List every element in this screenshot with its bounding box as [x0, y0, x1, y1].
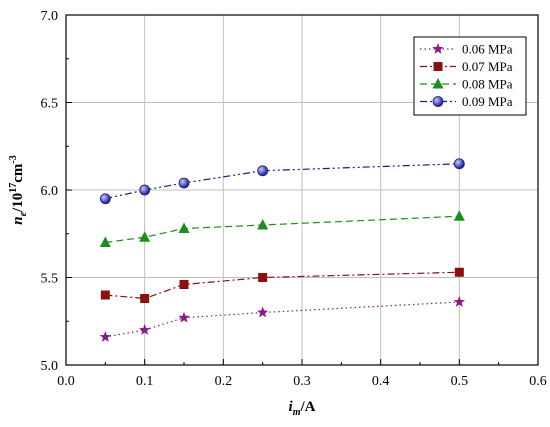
x-tick-label: 0.3	[293, 374, 311, 389]
legend-label: 0.06 MPa	[462, 42, 513, 57]
data-point-circle	[257, 165, 269, 177]
y-tick-label: 5.0	[41, 359, 59, 374]
series-2	[100, 267, 464, 303]
data-point-square	[140, 294, 150, 303]
data-point-square	[100, 290, 110, 300]
x-tick-label: 0.6	[529, 374, 547, 389]
data-point-square	[454, 267, 464, 277]
legend-marker-circle	[432, 96, 444, 107]
legend-item: 0.06 MPa	[420, 42, 513, 57]
legend-item: 0.07 MPa	[420, 59, 513, 74]
data-point-square	[179, 280, 189, 289]
y-axis-title-exponent: 17	[8, 183, 19, 193]
data-point-star	[453, 296, 466, 307]
data-point-circle	[178, 177, 190, 189]
y-axis-title: ne/1017cm-3	[8, 155, 29, 224]
y-axis-title-unit: cm	[10, 163, 26, 183]
data-point-triangle	[453, 210, 465, 221]
data-point-star	[178, 311, 190, 323]
series-4	[99, 158, 465, 205]
x-axis-title-base: i	[289, 399, 294, 415]
axis-ticks: 0.0 0.1 0.2 0.3 0.4 0.5 0.6 5.0 5.5 6.0 6.5 7.0	[41, 9, 547, 389]
data-point-triangle	[257, 219, 269, 230]
y-axis-title-base: n	[10, 216, 26, 224]
data-point-triangle	[178, 222, 190, 233]
legend-label: 0.08 MPa	[462, 77, 513, 92]
series-1	[99, 296, 466, 342]
y-tick-label: 6.5	[41, 97, 59, 112]
legend-label: 0.09 MPa	[462, 94, 513, 109]
series-layer	[99, 158, 466, 342]
series-3	[99, 210, 465, 247]
data-point-star	[99, 331, 112, 342]
x-axis-title: im/A	[289, 399, 316, 418]
data-point-circle	[453, 158, 465, 170]
series-line	[105, 301, 460, 338]
legend-marker-square	[433, 62, 443, 71]
y-axis-title-scale: /10	[10, 193, 26, 213]
x-tick-label: 0.4	[372, 374, 390, 389]
legend-item: 0.08 MPa	[420, 77, 513, 92]
data-point-square	[258, 273, 268, 282]
x-axis-title-subscript: m	[293, 407, 301, 418]
series-line	[105, 271, 460, 300]
data-point-circle	[139, 184, 151, 196]
y-tick-label: 6.0	[41, 184, 59, 199]
y-tick-label: 5.5	[41, 272, 59, 287]
legend-marker-star	[432, 43, 444, 54]
legend-item: 0.09 MPa	[420, 94, 513, 109]
data-point-star	[256, 306, 269, 318]
x-axis-title-unit: /A	[299, 399, 315, 415]
data-point-circle	[99, 193, 111, 205]
series-line	[105, 163, 460, 200]
x-tick-label: 0.1	[136, 374, 154, 389]
legend-marker-triangle	[432, 78, 444, 89]
y-axis-title-unit-exponent: -3	[8, 155, 19, 163]
data-point-triangle	[139, 231, 151, 242]
x-tick-label: 0.2	[215, 374, 233, 389]
x-tick-label: 0.5	[451, 374, 469, 389]
legend-label: 0.07 MPa	[462, 59, 513, 74]
data-point-triangle	[99, 236, 111, 247]
x-tick-label: 0.0	[57, 374, 75, 389]
y-axis-title-subscript: e	[18, 211, 29, 216]
legend: 0.06 MPa 0.07 MPa 0.08 MPa 0.09 MPa	[413, 36, 527, 116]
y-tick-label: 7.0	[41, 9, 59, 24]
series-line	[105, 215, 460, 244]
data-point-star	[138, 324, 151, 335]
